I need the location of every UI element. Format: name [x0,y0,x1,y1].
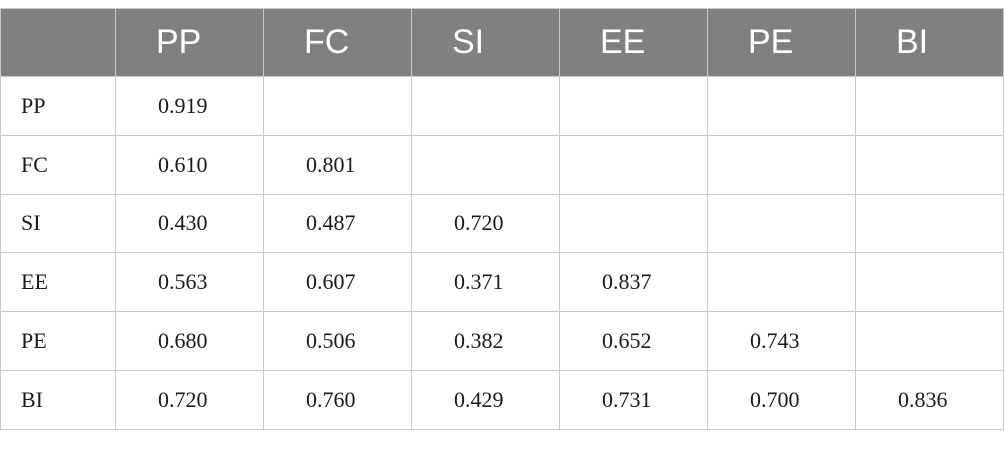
table-row: PE 0.680 0.506 0.382 0.652 0.743 [0,311,1004,371]
table-cell: 0.731 [559,369,708,430]
table-cell [263,76,412,136]
table-cell [707,76,856,136]
table-cell [559,193,708,254]
row-header-fc: FC [0,134,116,195]
row-header-ee: EE [0,252,116,313]
table-cell [707,193,856,254]
table-cell [559,134,708,195]
column-header-pp: PP [115,8,264,77]
table-row: BI 0.720 0.760 0.429 0.731 0.700 0.836 [0,369,1004,430]
table-cell: 0.652 [559,311,708,371]
table-cell [411,134,560,195]
row-header-pe: PE [0,311,116,371]
table-cell [855,252,1004,313]
table-cell [855,134,1004,195]
table-body: PP 0.919 FC 0.610 0.801 SI 0.430 0.487 0… [0,76,1004,430]
table-cell: 0.837 [559,252,708,313]
row-header-pp: PP [0,76,116,136]
table-row: PP 0.919 [0,76,1004,136]
table-cell: 0.720 [115,369,264,430]
table-cell: 0.760 [263,369,412,430]
correlation-table: PP FC SI EE PE BI PP 0.919 FC 0.610 0.80… [0,8,1004,430]
table-cell [411,76,560,136]
table-cell: 0.371 [411,252,560,313]
column-header-si: SI [411,8,560,77]
table-cell: 0.801 [263,134,412,195]
table-cell: 0.743 [707,311,856,371]
column-header-bi: BI [855,8,1004,77]
table-cell [707,252,856,313]
table-cell: 0.607 [263,252,412,313]
column-header-fc: FC [263,8,412,77]
table-row: FC 0.610 0.801 [0,134,1004,195]
table-cell: 0.836 [855,369,1004,430]
table-cell: 0.720 [411,193,560,254]
column-header-ee: EE [559,8,708,77]
table-cell: 0.680 [115,311,264,371]
table-cell [855,193,1004,254]
table-cell: 0.610 [115,134,264,195]
table-cell [855,76,1004,136]
header-corner-cell [0,8,116,77]
table-cell: 0.919 [115,76,264,136]
table-cell [559,76,708,136]
table-cell: 0.429 [411,369,560,430]
table-cell [855,311,1004,371]
table-cell [707,134,856,195]
row-header-bi: BI [0,369,116,430]
table-cell: 0.700 [707,369,856,430]
table-cell: 0.563 [115,252,264,313]
row-header-si: SI [0,193,116,254]
table-row: EE 0.563 0.607 0.371 0.837 [0,252,1004,313]
table-cell: 0.382 [411,311,560,371]
table-cell: 0.506 [263,311,412,371]
table-header: PP FC SI EE PE BI [0,8,1004,77]
table-cell: 0.430 [115,193,264,254]
table-row: SI 0.430 0.487 0.720 [0,193,1004,254]
table-cell: 0.487 [263,193,412,254]
column-header-pe: PE [707,8,856,77]
header-row: PP FC SI EE PE BI [0,8,1004,77]
